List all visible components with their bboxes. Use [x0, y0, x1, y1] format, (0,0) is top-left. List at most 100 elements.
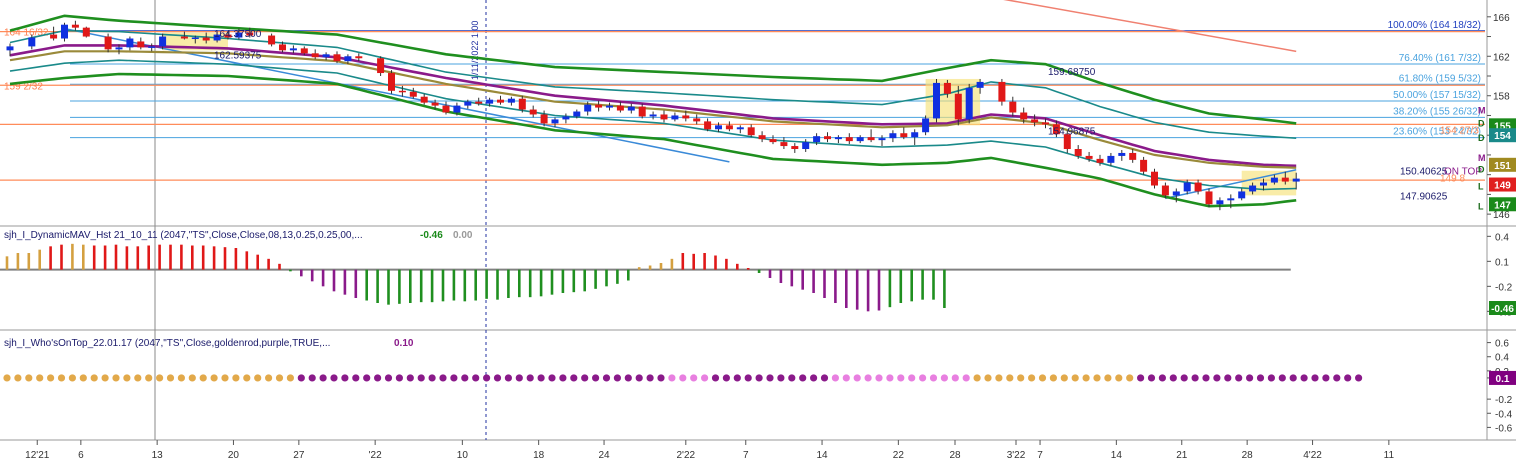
- truncated-label: ON TOP: [1444, 167, 1482, 178]
- candle-body: [638, 106, 646, 117]
- histogram-badge: -0.46: [1489, 301, 1516, 315]
- whos-on-top-dot: [537, 374, 545, 382]
- whos-on-top-dot: [188, 374, 196, 382]
- price-point-label: 162.59375: [214, 50, 262, 61]
- whos-on-top-dot: [36, 374, 44, 382]
- price-badge-bg: [1489, 128, 1516, 143]
- whos-on-top-dot: [1137, 374, 1145, 382]
- candle-body: [649, 114, 657, 117]
- price-point-label: 150.40625: [1400, 167, 1448, 178]
- candle: [802, 139, 810, 152]
- candle-body: [704, 121, 712, 130]
- candle: [518, 95, 526, 113]
- candle: [507, 96, 515, 106]
- candle-body: [1009, 101, 1017, 113]
- candle: [540, 110, 548, 127]
- candle: [889, 130, 897, 143]
- candle-body: [148, 46, 156, 48]
- whos-on-top-dot: [929, 374, 938, 382]
- candle-body: [1205, 191, 1213, 205]
- whos-on-top-dot: [286, 374, 294, 382]
- whos-on-top-dot: [875, 374, 883, 382]
- date-tick-label: 27: [293, 450, 305, 461]
- fib-level-label: 50.00% (157 15/32): [1393, 90, 1481, 101]
- whos-on-top-dot: [788, 374, 796, 382]
- whos-on-top-dot: [1104, 374, 1112, 382]
- candle: [943, 79, 951, 98]
- date-tick-label: 28: [949, 450, 961, 461]
- date-tick-label: 4'22: [1303, 450, 1322, 461]
- candle: [573, 109, 581, 119]
- whos-on-top-tick-label: 0.4: [1495, 353, 1509, 364]
- candle: [1096, 154, 1104, 166]
- candle: [398, 85, 406, 97]
- candle: [933, 78, 940, 123]
- candle-body: [409, 91, 417, 97]
- candle-body: [1096, 158, 1104, 163]
- candle-body: [878, 138, 886, 141]
- whos-on-top-dot: [145, 374, 153, 382]
- candle-body: [922, 118, 930, 133]
- candle-body: [398, 90, 406, 93]
- whos-on-top-dot: [897, 374, 905, 382]
- price-badge-bg: [1489, 197, 1516, 212]
- candle: [1020, 107, 1028, 124]
- candle-body: [1151, 171, 1158, 186]
- truncated-label: 149 8: [1440, 174, 1465, 185]
- candle: [126, 36, 134, 51]
- whos-on-top-dot: [25, 374, 33, 382]
- candle: [50, 26, 58, 41]
- candle: [1063, 130, 1071, 153]
- candle: [1172, 188, 1180, 203]
- whos-on-top-dot: [1071, 374, 1079, 382]
- price-tick-label: 162: [1493, 52, 1510, 63]
- whos-on-top-dot: [570, 374, 578, 382]
- candle: [616, 101, 624, 113]
- candle-body: [998, 81, 1006, 102]
- candle-body: [82, 27, 90, 37]
- candle-body: [50, 34, 58, 39]
- candle: [1260, 178, 1267, 191]
- whos-on-top-dot: [1169, 374, 1177, 382]
- price-badge: 149: [1489, 177, 1516, 192]
- whos-on-top-dot: [820, 374, 829, 382]
- candle: [1129, 149, 1137, 163]
- candle-body: [431, 102, 439, 106]
- candle-body: [1107, 155, 1115, 163]
- whos-on-top-dot: [384, 374, 393, 382]
- whos-on-top-dot: [156, 374, 164, 382]
- candle: [1052, 120, 1060, 138]
- candle-body: [1063, 134, 1071, 150]
- whos-on-top-dot: [1224, 374, 1232, 382]
- candle: [6, 43, 14, 57]
- whos-on-top-dot: [1028, 374, 1036, 382]
- candle: [1107, 152, 1115, 166]
- whos-on-top-dot: [297, 374, 305, 382]
- candle: [660, 110, 668, 123]
- whos-on-top-dot: [657, 374, 665, 382]
- whos-on-top-dot: [548, 374, 556, 382]
- candle: [638, 103, 646, 119]
- candle: [191, 35, 199, 44]
- candle-body: [1042, 122, 1049, 125]
- whos-on-top-dot: [701, 374, 709, 382]
- candle-body: [889, 133, 897, 139]
- whos-on-top-dot: [886, 374, 894, 382]
- candle: [377, 56, 385, 76]
- trendline: [1003, 0, 1297, 53]
- whos-on-top-dot: [352, 374, 360, 382]
- whos-on-top-dot: [613, 374, 622, 382]
- date-tick-label: 13: [152, 450, 164, 461]
- whos-on-top-dot: [428, 374, 436, 382]
- whos-on-top-dot: [690, 374, 698, 382]
- candle: [529, 105, 537, 118]
- candle-body: [322, 54, 330, 58]
- price-badge-label: 147: [1494, 200, 1511, 211]
- date-tick-label: 3'22: [1007, 450, 1026, 461]
- price-badge-bg: [1489, 177, 1516, 192]
- whos-on-top-dot: [984, 374, 992, 382]
- candle: [922, 115, 930, 136]
- whos-on-top-dot: [831, 374, 840, 382]
- candle-body: [736, 127, 744, 130]
- candle-body: [28, 37, 36, 47]
